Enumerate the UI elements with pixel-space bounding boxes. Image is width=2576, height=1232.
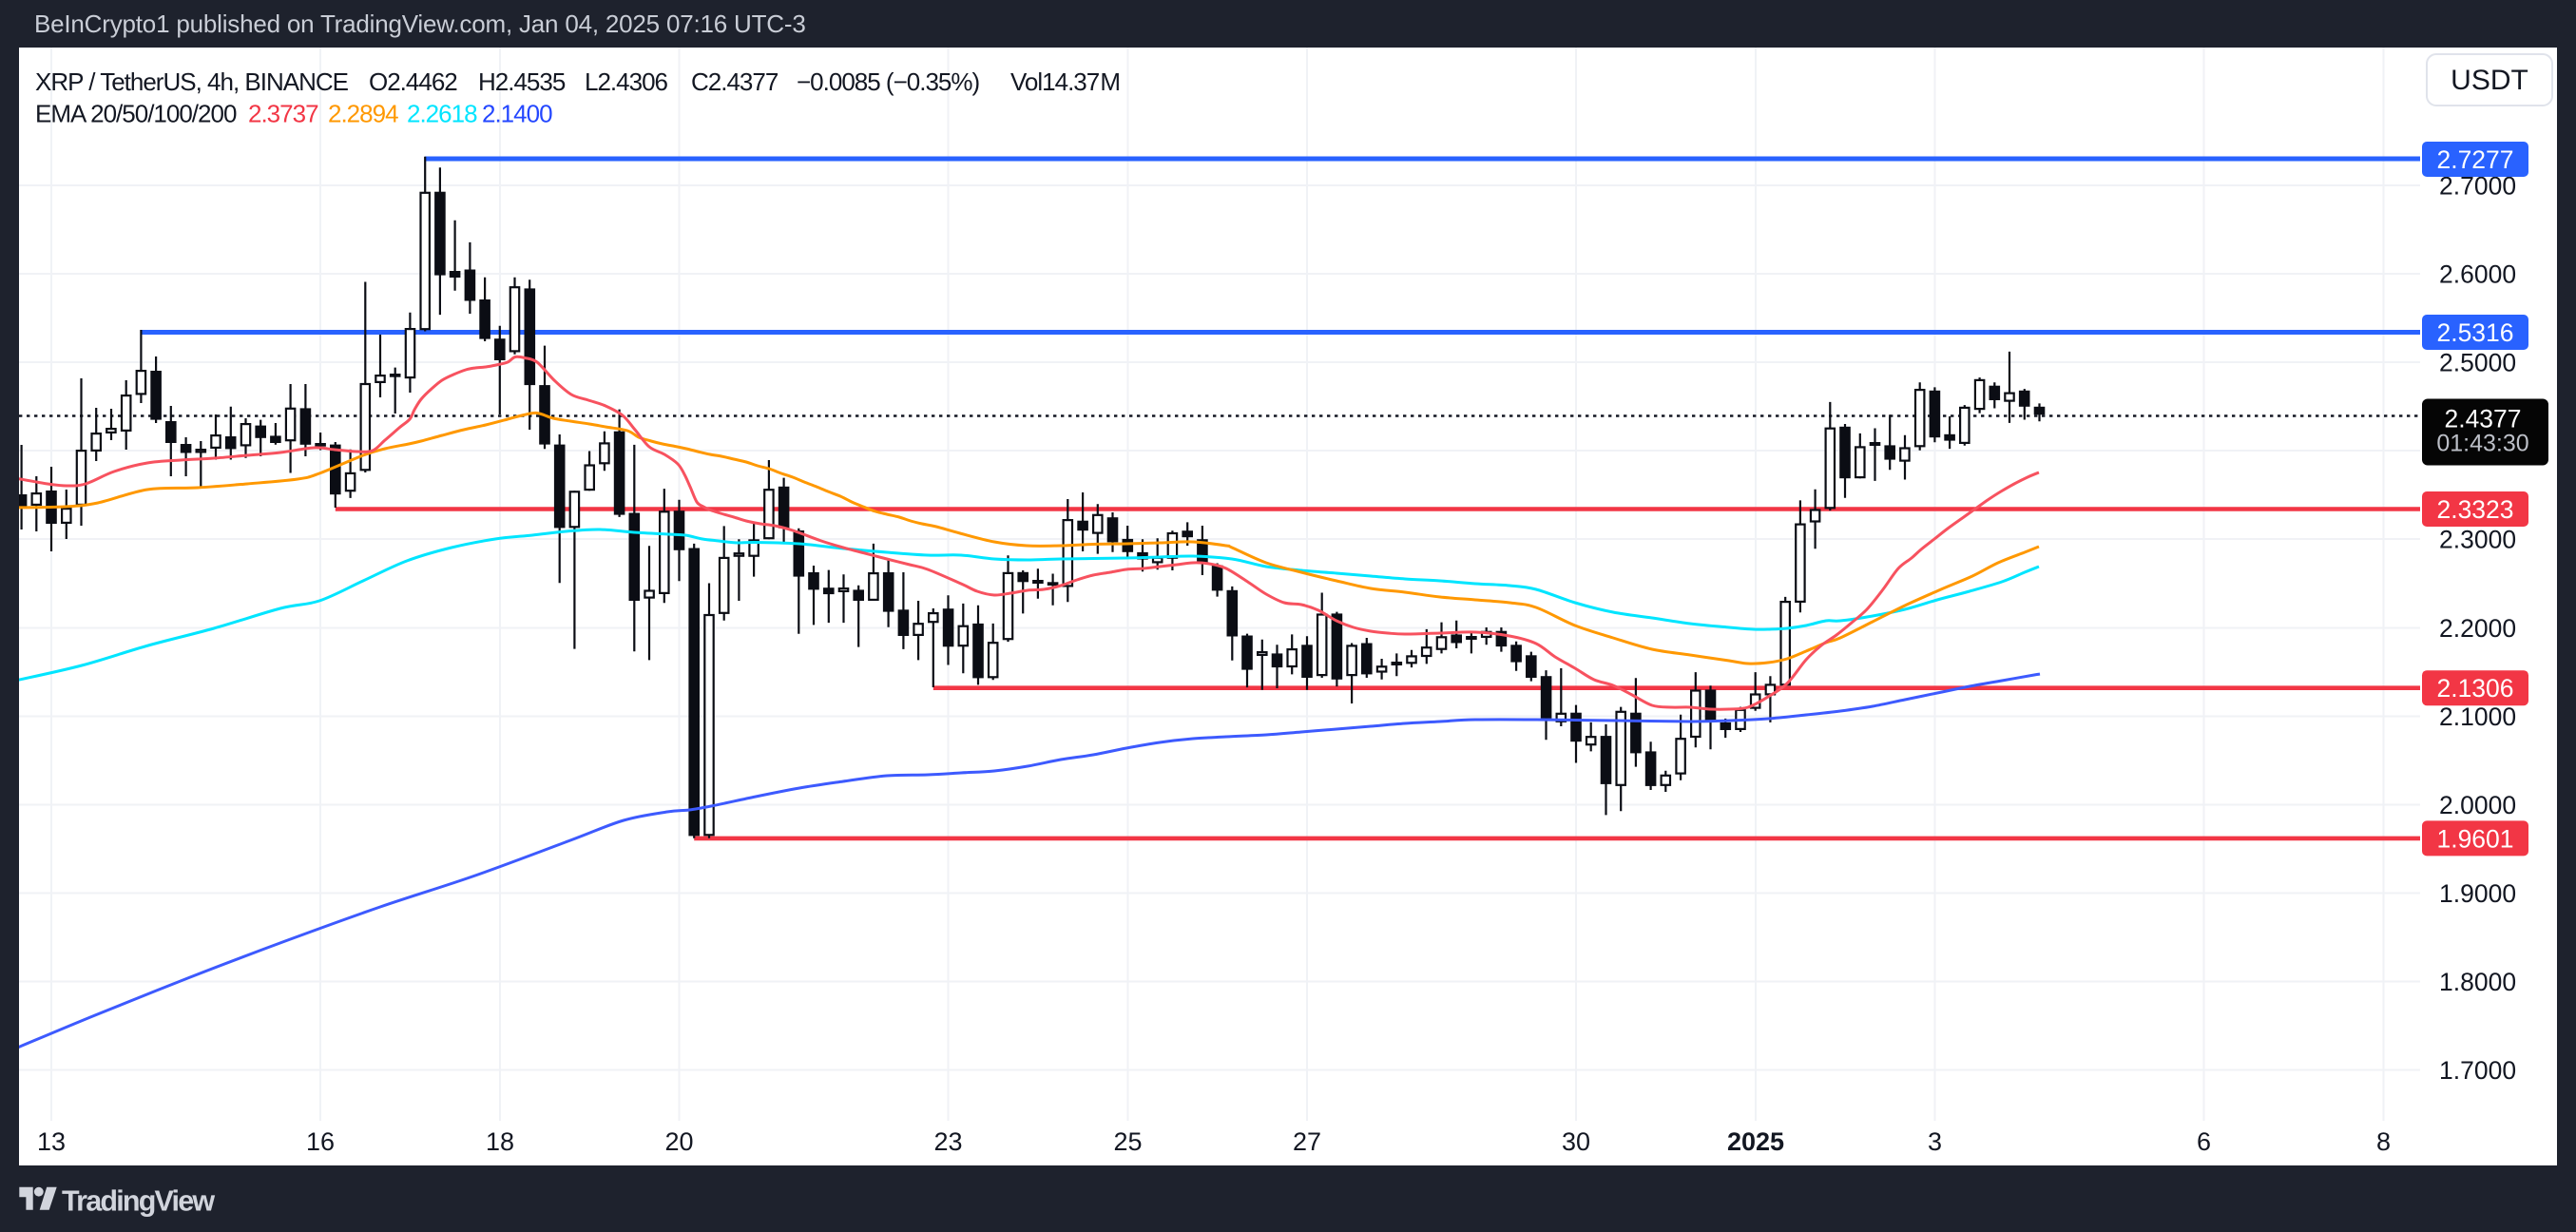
svg-text:1.7000: 1.7000: [2439, 1056, 2516, 1085]
svg-text:6: 6: [2197, 1127, 2211, 1156]
svg-text:1.8000: 1.8000: [2439, 968, 2516, 996]
svg-text:8: 8: [2376, 1127, 2391, 1156]
svg-text:30: 30: [1562, 1127, 1590, 1156]
svg-text:2025: 2025: [1727, 1127, 1784, 1156]
svg-text:2.6000: 2.6000: [2439, 260, 2516, 289]
svg-text:2.3323: 2.3323: [2436, 495, 2513, 524]
svg-text:13: 13: [37, 1127, 66, 1156]
svg-text:3: 3: [1928, 1127, 1942, 1156]
svg-text:2.5316: 2.5316: [2436, 318, 2513, 347]
svg-text:2.7277: 2.7277: [2436, 145, 2513, 174]
svg-text:2.0000: 2.0000: [2439, 791, 2516, 819]
svg-text:18: 18: [486, 1127, 514, 1156]
svg-text:TradingView: TradingView: [62, 1185, 215, 1218]
svg-text:20: 20: [664, 1127, 693, 1156]
svg-text:2.1000: 2.1000: [2439, 703, 2516, 731]
svg-text:2.2000: 2.2000: [2439, 614, 2516, 643]
svg-text:1.9000: 1.9000: [2439, 879, 2516, 908]
svg-text:1.9601: 1.9601: [2436, 824, 2513, 853]
svg-text:2.1306: 2.1306: [2436, 674, 2513, 703]
svg-text:2.5000: 2.5000: [2439, 349, 2516, 377]
svg-text:2.4377: 2.4377: [2444, 405, 2521, 433]
svg-text:USDT: USDT: [2451, 65, 2528, 96]
svg-text:27: 27: [1293, 1127, 1321, 1156]
svg-text:16: 16: [306, 1127, 335, 1156]
svg-text:2.3000: 2.3000: [2439, 526, 2516, 554]
svg-text:01:43:30: 01:43:30: [2436, 431, 2528, 457]
svg-text:25: 25: [1113, 1127, 1142, 1156]
svg-text:23: 23: [933, 1127, 962, 1156]
